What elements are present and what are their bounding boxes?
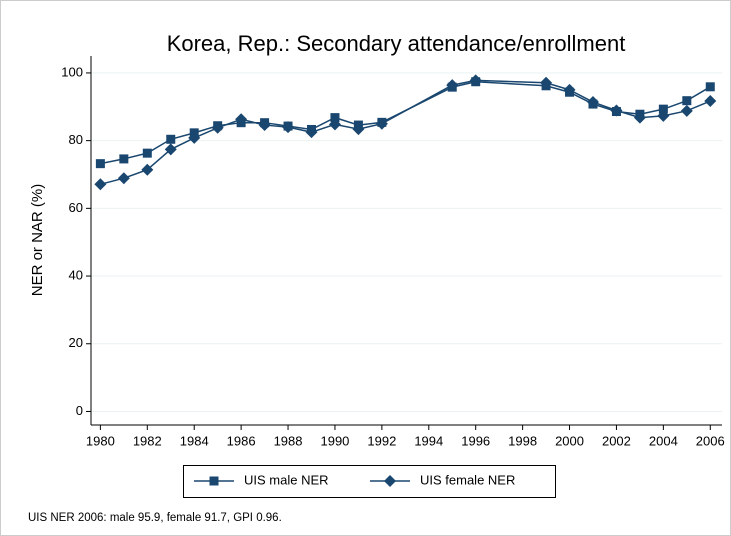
y-tick-label: 60	[69, 200, 83, 215]
x-tick-label: 1980	[86, 433, 115, 448]
x-tick-label: 1986	[227, 433, 256, 448]
x-tick-label: 2006	[696, 433, 725, 448]
y-tick-label: 20	[69, 335, 83, 350]
y-tick-label: 80	[69, 132, 83, 147]
marker	[657, 109, 670, 122]
marker	[563, 83, 576, 96]
x-tick-label: 2000	[555, 433, 584, 448]
x-tick-label: 1992	[367, 433, 396, 448]
legend	[183, 465, 556, 498]
legend-label: UIS male NER	[244, 472, 329, 487]
marker	[540, 76, 553, 89]
marker	[142, 148, 152, 158]
marker	[119, 154, 129, 164]
marker	[164, 143, 177, 156]
marker	[95, 159, 105, 169]
footnote: UIS NER 2006: male 95.9, female 91.7, GP…	[28, 512, 282, 524]
x-tick-label: 2004	[649, 433, 678, 448]
marker	[658, 104, 668, 114]
marker	[352, 123, 365, 136]
marker	[469, 74, 482, 87]
x-tick-label: 1996	[461, 433, 490, 448]
marker	[94, 178, 107, 191]
marker	[384, 475, 396, 487]
marker	[141, 163, 154, 176]
marker	[166, 134, 176, 144]
chart-title: Korea, Rep.: Secondary attendance/enroll…	[167, 31, 626, 56]
marker	[188, 131, 201, 144]
marker	[209, 476, 219, 486]
marker	[258, 119, 271, 132]
x-tick-label: 1998	[508, 433, 537, 448]
marker	[330, 113, 340, 123]
y-tick-label: 40	[69, 267, 83, 282]
marker	[282, 121, 295, 134]
x-tick-label: 2002	[602, 433, 631, 448]
marker	[375, 117, 388, 130]
x-tick-label: 1982	[133, 433, 162, 448]
marker	[682, 96, 692, 106]
marker	[305, 126, 318, 139]
marker	[235, 113, 248, 126]
marker	[704, 95, 717, 108]
marker	[705, 82, 715, 92]
y-tick-label: 0	[76, 403, 83, 418]
x-tick-label: 1988	[274, 433, 303, 448]
marker	[586, 96, 599, 109]
x-tick-label: 1990	[320, 433, 349, 448]
y-axis-label: NER or NAR (%)	[29, 184, 46, 297]
marker	[446, 79, 459, 92]
marker	[633, 111, 646, 124]
y-tick-label: 100	[61, 64, 83, 79]
marker	[117, 172, 130, 185]
marker	[680, 104, 693, 117]
legend-label: UIS female NER	[420, 472, 515, 487]
x-tick-label: 1994	[414, 433, 443, 448]
marker	[211, 121, 224, 134]
x-tick-label: 1984	[180, 433, 209, 448]
marker	[610, 104, 623, 117]
marker	[328, 118, 341, 131]
